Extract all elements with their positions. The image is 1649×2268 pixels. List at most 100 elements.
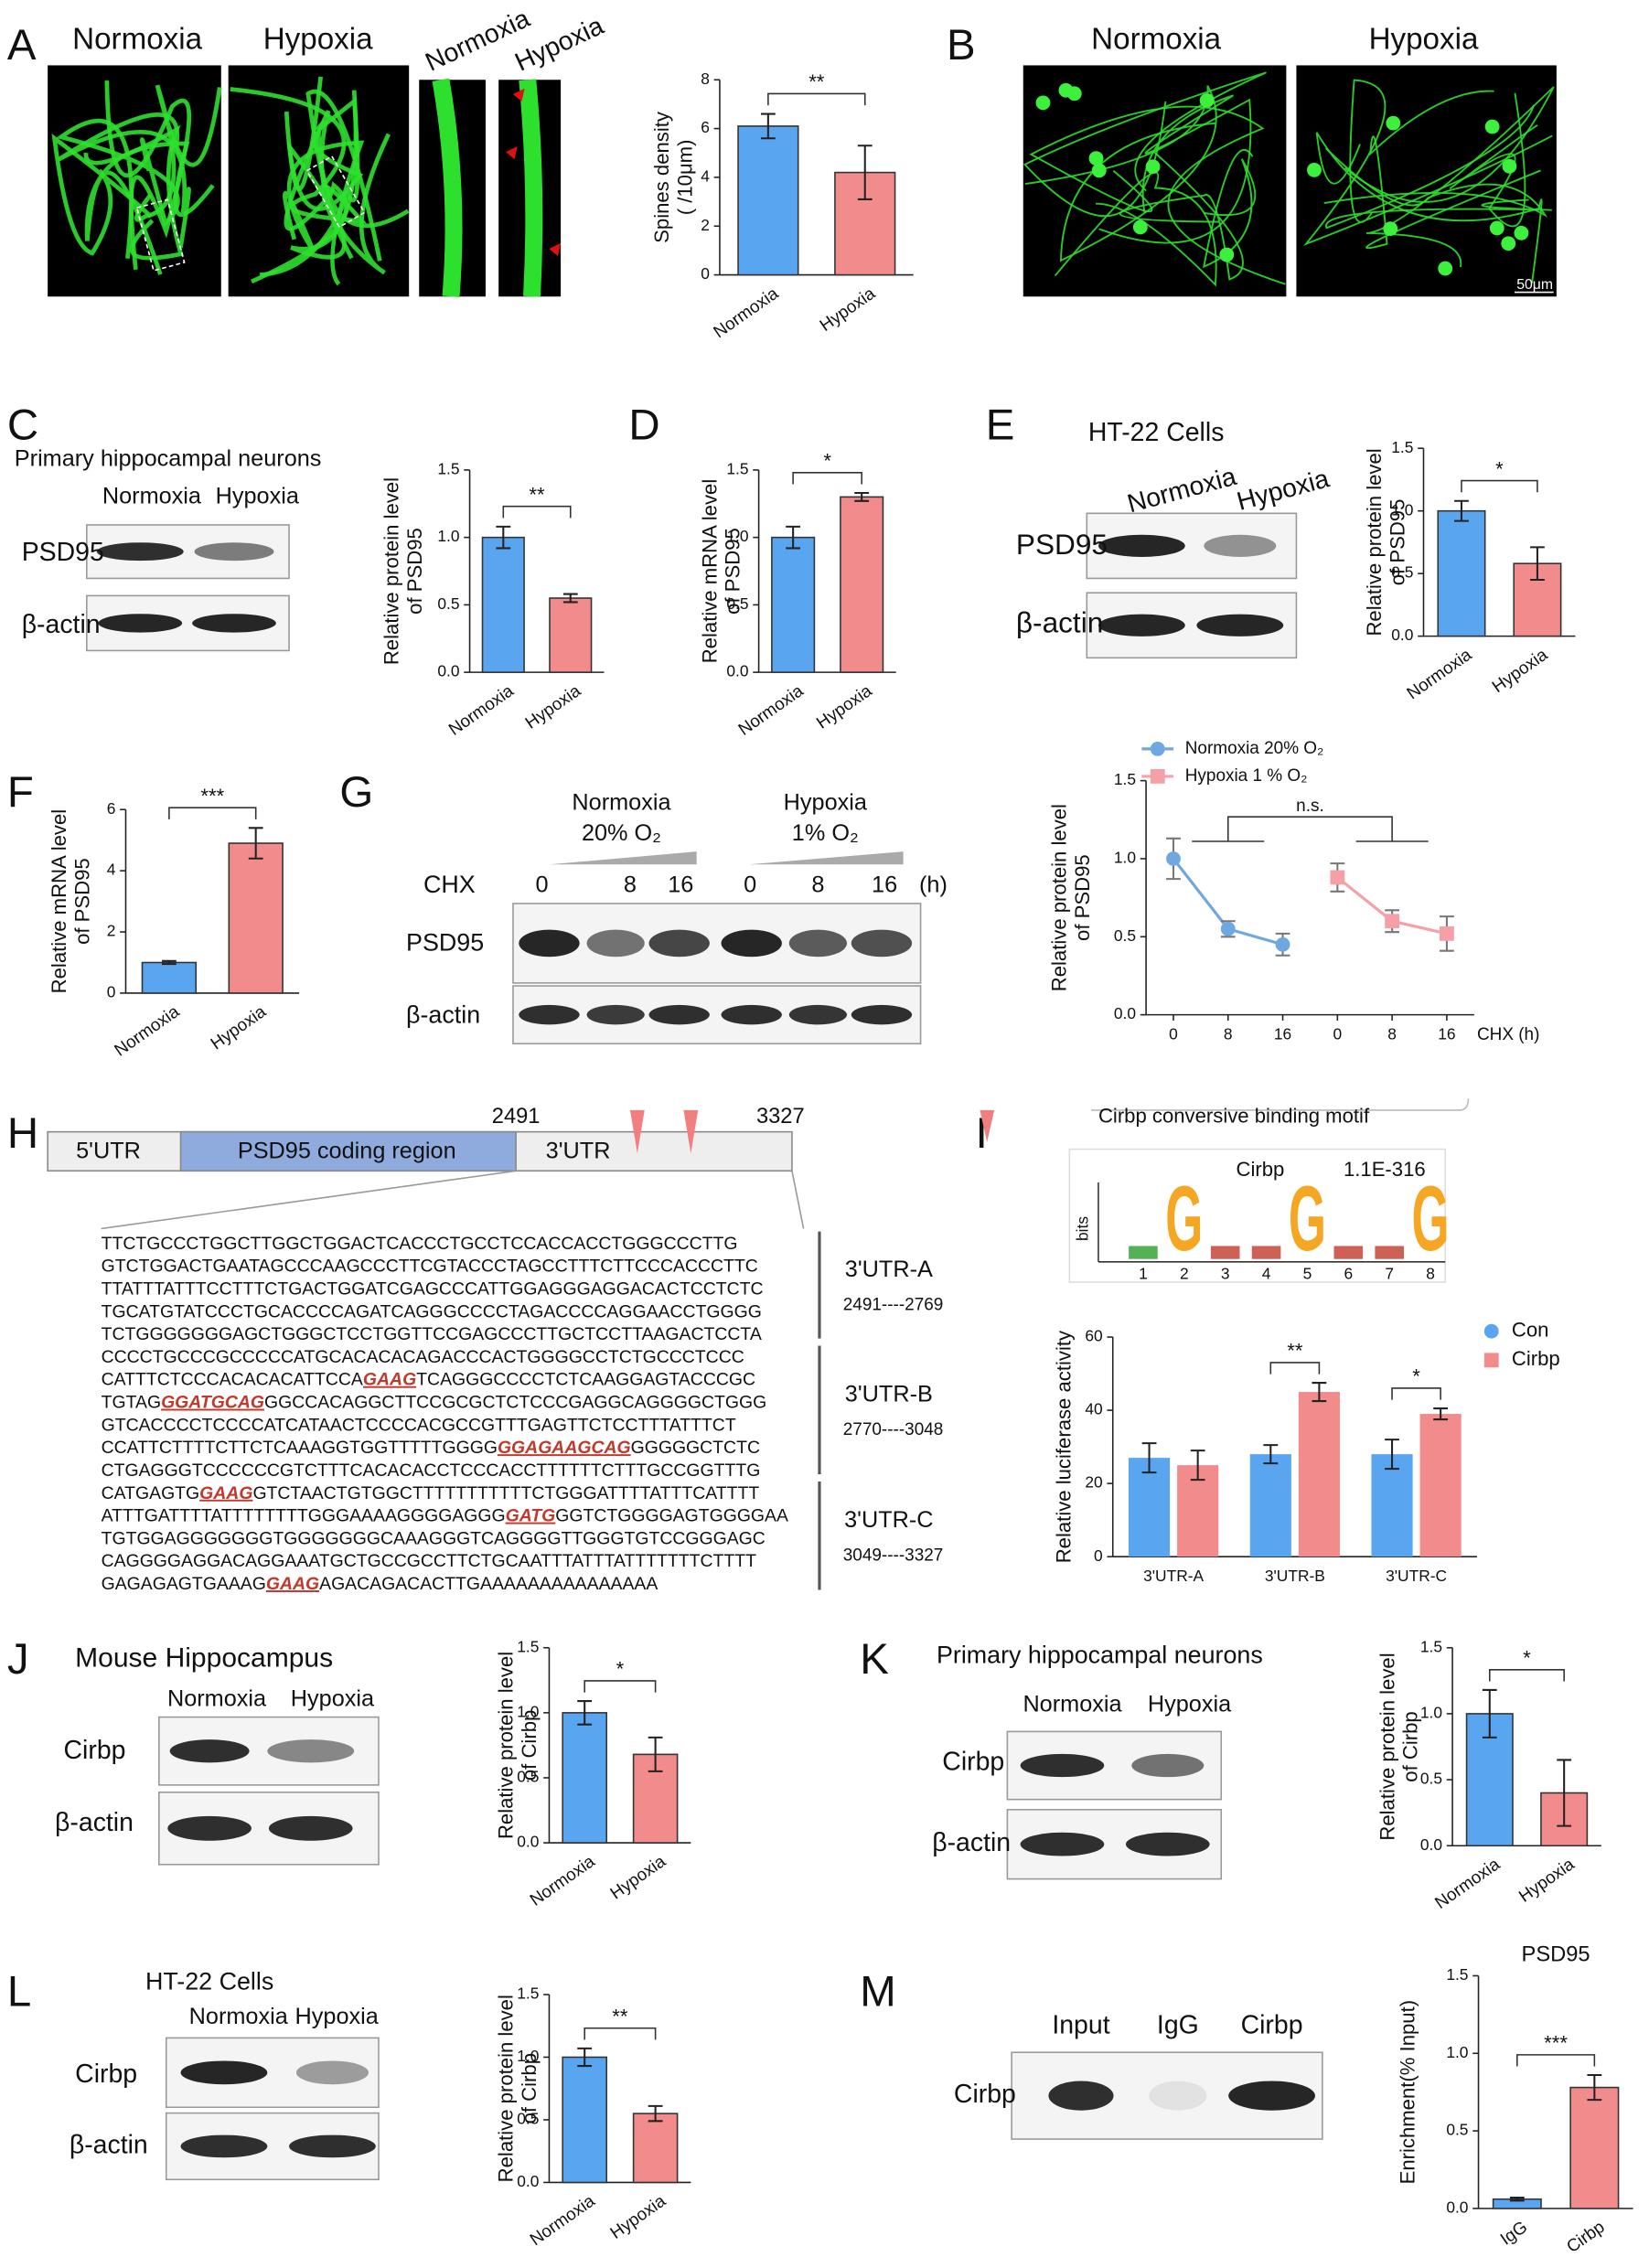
- y-tick-label: 1.5: [1114, 770, 1136, 788]
- y-tick-label: 1.0: [1391, 500, 1413, 519]
- error-bar: [161, 959, 177, 966]
- sequence-segment: GATG: [506, 1506, 556, 1526]
- x-tick-label: 0: [1333, 1024, 1343, 1043]
- band: [721, 929, 782, 957]
- y-axis-label: Relative mRNA level: [698, 479, 721, 664]
- error-bar: [760, 112, 776, 140]
- condition: 20% O₂: [582, 820, 661, 846]
- band: [194, 542, 274, 562]
- time: 8: [811, 872, 824, 898]
- significance: *: [1523, 1647, 1531, 1670]
- row-label: β-actin: [406, 1000, 480, 1028]
- y-tick-label: 6: [107, 799, 116, 818]
- bar: [1298, 1392, 1340, 1557]
- lane-label: Cirbp: [1241, 2010, 1303, 2039]
- neurite: [104, 80, 192, 271]
- position: 2491: [492, 1105, 541, 1129]
- y-axis-label: Relative protein level: [380, 477, 403, 665]
- roi: [135, 198, 186, 272]
- x-tick-label: Normoxia: [445, 681, 518, 740]
- region: 3'UTR: [546, 1138, 611, 1163]
- y-axis-label: of PSD95: [70, 858, 93, 945]
- error-bar: [1433, 1407, 1449, 1421]
- row-label: Cirbp: [75, 2059, 137, 2089]
- image-label: Normoxia: [1091, 22, 1221, 56]
- y-tick-label: 0.5: [437, 594, 459, 613]
- legend-marker: [1150, 741, 1165, 756]
- legend-label: Cirbp: [1512, 1347, 1560, 1370]
- neurite: [1029, 105, 1286, 285]
- sequence-segment: GTCTGGACTGAATAGCCCAAGCCCTTCGTACCCTAGCCTT…: [102, 1257, 758, 1277]
- band: [289, 2134, 376, 2158]
- x-tick-label: Hypoxia: [607, 2191, 670, 2243]
- band: [1196, 614, 1284, 637]
- bar: [141, 961, 198, 994]
- row-label: Cirbp: [942, 1748, 1004, 1777]
- motif-name: Cirbp: [1237, 1158, 1285, 1181]
- neurite: [1203, 149, 1257, 269]
- motif-position: 3: [1221, 1265, 1230, 1283]
- motif-position: 8: [1426, 1265, 1435, 1283]
- neurite: [1054, 171, 1217, 287]
- sequence-line: TTCTGCCCTGGCTTGGCTGGACTCACCCTGCCTCCACCAC…: [102, 1234, 738, 1254]
- y-axis-label: Relative protein level: [494, 1652, 517, 1839]
- band: [648, 1004, 710, 1025]
- row-label: PSD95: [22, 538, 104, 567]
- soma: [1502, 158, 1517, 174]
- sequence-line: GTCACCCCTCCCCATCATAACTCCCCACGCCGTTTGAGTT…: [102, 1415, 736, 1435]
- region: PSD95 coding region: [238, 1138, 456, 1163]
- lane-label: IgG: [1157, 2010, 1199, 2039]
- lane-label: Hypoxia: [295, 2004, 380, 2029]
- y-tick-label: 1.0: [517, 1702, 539, 1720]
- error-bar: [1454, 499, 1469, 522]
- sequence-line: TCTGGGGGGGAGCTGGGCTCCTGGTTCCGAGCCCTTGCTC…: [102, 1324, 762, 1344]
- y-tick-label: 0.5: [1446, 2121, 1468, 2139]
- error-bar: [1530, 546, 1545, 582]
- y-tick-label: 1.5: [517, 1637, 539, 1655]
- x-tick-label: Normoxia: [711, 284, 783, 342]
- error-bar: [1141, 1442, 1157, 1474]
- panel-letter: H: [7, 1109, 38, 1158]
- sequence-segment: CCCCTGCCCGCCCCCATGCACACACAGACCCACTGGGGCC…: [102, 1347, 744, 1367]
- y-tick-label: 1.5: [1420, 1637, 1442, 1655]
- significance-bracket: [1488, 1669, 1565, 1682]
- x-tick-label: Normoxia: [1404, 645, 1476, 703]
- y-axis-label: of Cirbp: [518, 1710, 541, 1781]
- point: [1440, 925, 1454, 941]
- y-tick-label: 0.0: [1391, 626, 1413, 644]
- band: [1020, 1753, 1105, 1778]
- y-tick-label: 1.5: [1391, 438, 1413, 456]
- band: [96, 542, 184, 562]
- sequence-segment: CATGAGTG: [102, 1483, 200, 1503]
- error-bar: [648, 2104, 663, 2123]
- row-label: β-actin: [1016, 605, 1103, 638]
- time: 8: [624, 872, 637, 898]
- sequence-segment: CCATTCTTTTCTTCTCAAAGGTGGTTTTTGGGG: [102, 1438, 498, 1458]
- soma: [1484, 119, 1500, 134]
- sequence-segment: GGGGGCTCTC: [631, 1438, 760, 1458]
- soma: [1132, 219, 1148, 235]
- significance-bracket: [1461, 479, 1538, 493]
- dendrite: [519, 79, 543, 297]
- lane-label: Normoxia: [1023, 1692, 1122, 1717]
- sequence-line: GAGAGAGTGAAAGGAAGAGACAGACACTTGAAAAAAAAAA…: [102, 1574, 659, 1594]
- sequence-segment: CTGAGGGTCCCCCCGTCTTTCACACACCTCCCACCTTTTT…: [102, 1460, 761, 1481]
- error-bar: [248, 827, 263, 860]
- lane-label: Normoxia: [167, 1685, 267, 1711]
- time: 16: [872, 872, 897, 898]
- arrowhead: [549, 242, 562, 257]
- bar: [1569, 2086, 1620, 2209]
- y-axis-label: ( /10μm): [673, 140, 696, 216]
- neurite: [283, 140, 365, 286]
- y-tick-label: 1.0: [437, 527, 459, 545]
- x-tick-label: Hypoxia: [522, 681, 585, 733]
- y-tick-label: 40: [1085, 1400, 1102, 1418]
- unit: (h): [919, 872, 948, 898]
- band: [268, 1815, 353, 1841]
- error-bar: [1190, 1450, 1205, 1482]
- significance: **: [808, 70, 825, 93]
- error-bar: [1263, 1444, 1279, 1465]
- soma: [1219, 247, 1235, 262]
- motif-letter: G: [1289, 1167, 1326, 1270]
- condition: 1% O₂: [792, 820, 859, 846]
